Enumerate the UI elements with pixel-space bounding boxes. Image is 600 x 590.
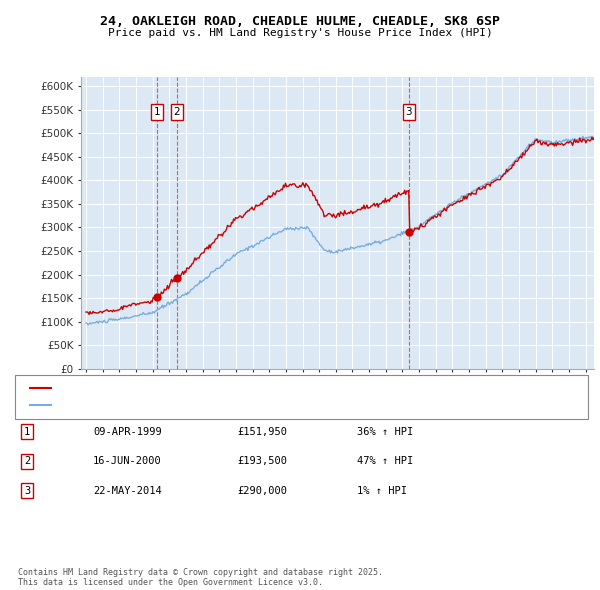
Text: HPI: Average price, detached house, Stockport: HPI: Average price, detached house, Stoc… bbox=[57, 400, 322, 410]
Text: 3: 3 bbox=[24, 486, 30, 496]
Text: Contains HM Land Registry data © Crown copyright and database right 2025.
This d: Contains HM Land Registry data © Crown c… bbox=[18, 568, 383, 587]
Text: 1: 1 bbox=[154, 107, 160, 117]
Text: 2: 2 bbox=[24, 457, 30, 466]
Text: 22-MAY-2014: 22-MAY-2014 bbox=[93, 486, 162, 496]
Text: 1% ↑ HPI: 1% ↑ HPI bbox=[357, 486, 407, 496]
Text: 16-JUN-2000: 16-JUN-2000 bbox=[93, 457, 162, 466]
Text: £193,500: £193,500 bbox=[237, 457, 287, 466]
Text: Price paid vs. HM Land Registry's House Price Index (HPI): Price paid vs. HM Land Registry's House … bbox=[107, 28, 493, 38]
Text: £151,950: £151,950 bbox=[237, 427, 287, 437]
Text: 3: 3 bbox=[406, 107, 412, 117]
Text: 09-APR-1999: 09-APR-1999 bbox=[93, 427, 162, 437]
Text: 36% ↑ HPI: 36% ↑ HPI bbox=[357, 427, 413, 437]
Text: 24, OAKLEIGH ROAD, CHEADLE HULME, CHEADLE, SK8 6SP (detached house): 24, OAKLEIGH ROAD, CHEADLE HULME, CHEADL… bbox=[57, 384, 451, 394]
Text: 2: 2 bbox=[173, 107, 180, 117]
Text: £290,000: £290,000 bbox=[237, 486, 287, 496]
Text: 1: 1 bbox=[24, 427, 30, 437]
Text: 47% ↑ HPI: 47% ↑ HPI bbox=[357, 457, 413, 466]
Text: 24, OAKLEIGH ROAD, CHEADLE HULME, CHEADLE, SK8 6SP: 24, OAKLEIGH ROAD, CHEADLE HULME, CHEADL… bbox=[100, 15, 500, 28]
